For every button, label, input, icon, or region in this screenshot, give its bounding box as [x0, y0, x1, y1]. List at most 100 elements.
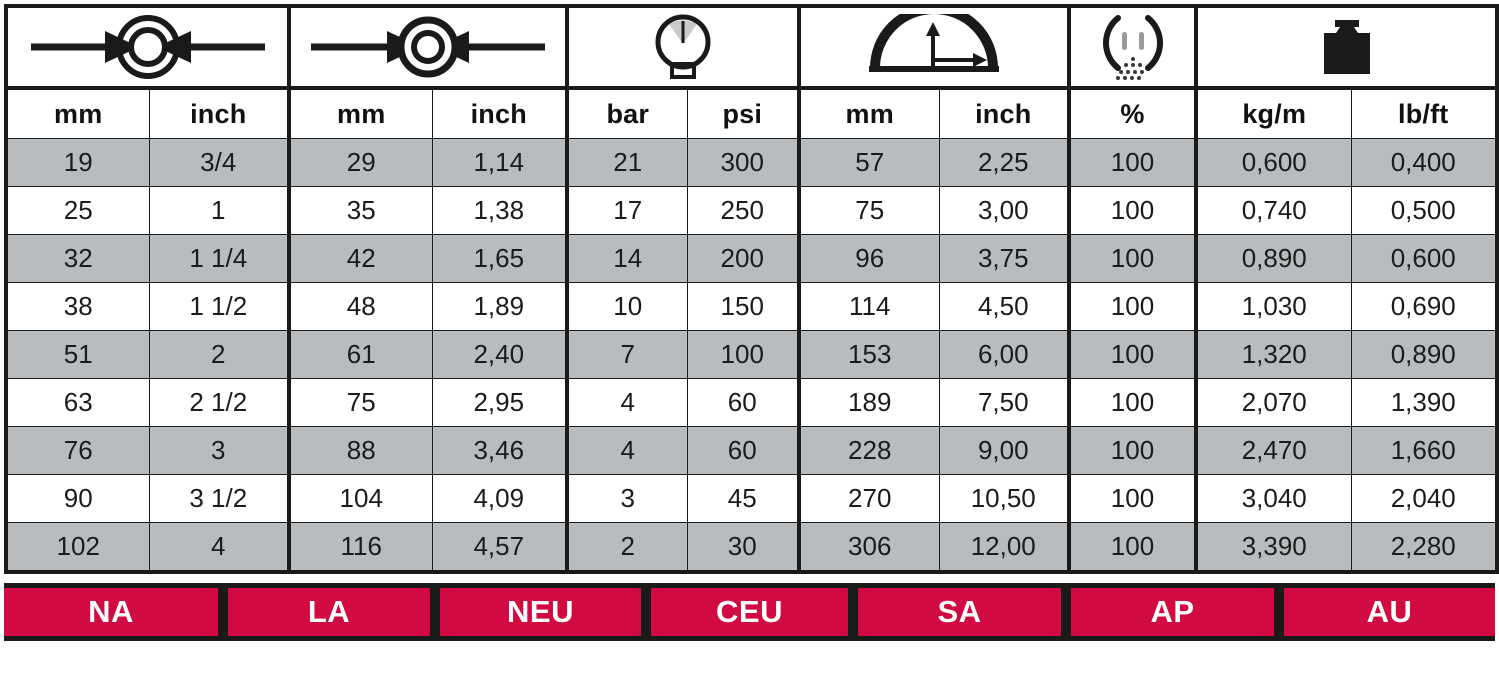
icon-header-cell-pressure-gauge [565, 5, 800, 90]
cell-r8-c8: 100 [1067, 522, 1197, 572]
unit-header-mm-0: mm [5, 87, 150, 139]
unit-header-bar-4: bar [565, 87, 688, 139]
cell-r2-c4: 14 [565, 234, 688, 283]
unit-header-psi-5: psi [686, 87, 800, 139]
unit-header--8: % [1067, 87, 1197, 139]
cell-r1-c6: 75 [797, 186, 940, 235]
table-row: 38 1 1/2 48 1,89 10 150 114 4,50 100 1,030 0,690 [5, 282, 1498, 331]
cell-r6-c1: 3 [148, 426, 290, 475]
region-badge-la[interactable]: LA [223, 588, 435, 636]
table-row: 19 3/4 29 1,14 21 300 57 2,25 100 0,600 0,400 [5, 138, 1498, 187]
cell-r4-c1: 2 [148, 330, 290, 379]
region-badge-sa[interactable]: SA [853, 588, 1066, 636]
cell-r1-c3: 1,38 [431, 186, 568, 235]
cell-r2-c2: 42 [287, 234, 433, 283]
cell-r4-c6: 153 [797, 330, 940, 379]
cell-r7-c3: 4,09 [431, 474, 568, 523]
cell-r3-c3: 1,89 [431, 282, 568, 331]
cell-r1-c2: 35 [287, 186, 433, 235]
unit-header-mm-6: mm [797, 87, 940, 139]
vacuum-collapse-icon [1071, 10, 1194, 84]
icon-header-cell-bend-radius [797, 5, 1070, 90]
icon-header-cell-vacuum-collapse [1067, 5, 1197, 90]
region-badge-na[interactable]: NA [4, 588, 223, 636]
cell-r7-c7: 10,50 [938, 474, 1070, 523]
cell-r0-c2: 29 [287, 138, 433, 187]
cell-r5-c0: 63 [5, 378, 150, 427]
cell-r2-c7: 3,75 [938, 234, 1070, 283]
cell-r6-c7: 9,00 [938, 426, 1070, 475]
region-badge-neu[interactable]: NEU [435, 588, 646, 636]
cell-r6-c2: 88 [287, 426, 433, 475]
cell-r7-c2: 104 [287, 474, 433, 523]
cell-r6-c3: 3,46 [431, 426, 568, 475]
cell-r6-c0: 76 [5, 426, 150, 475]
region-badge-ceu[interactable]: CEU [646, 588, 853, 636]
cell-r5-c8: 100 [1067, 378, 1197, 427]
cell-r3-c7: 4,50 [938, 282, 1070, 331]
cell-r0-c4: 21 [565, 138, 688, 187]
cell-r4-c4: 7 [565, 330, 688, 379]
cell-r1-c0: 25 [5, 186, 150, 235]
cell-r2-c8: 100 [1067, 234, 1197, 283]
table-row: 63 2 1/2 75 2,95 4 60 189 7,50 100 2,070 1,390 [5, 378, 1498, 427]
cell-r3-c8: 100 [1067, 282, 1197, 331]
cell-r8-c2: 116 [287, 522, 433, 572]
cell-r1-c7: 3,00 [938, 186, 1070, 235]
cell-r2-c6: 96 [797, 234, 940, 283]
cell-r2-c1: 1 1/4 [148, 234, 290, 283]
cell-r5-c3: 2,95 [431, 378, 568, 427]
cell-r3-c2: 48 [287, 282, 433, 331]
cell-r4-c0: 51 [5, 330, 150, 379]
cell-r4-c9: 1,320 [1194, 330, 1352, 379]
region-badge-ap[interactable]: AP [1066, 588, 1279, 636]
table-row: 90 3 1/2 104 4,09 3 45 270 10,50 100 3,040 2,040 [5, 474, 1498, 523]
cell-r4-c5: 100 [686, 330, 800, 379]
cell-r0-c3: 1,14 [431, 138, 568, 187]
cell-r1-c4: 17 [565, 186, 688, 235]
cell-r4-c3: 2,40 [431, 330, 568, 379]
cell-r7-c4: 3 [565, 474, 688, 523]
cell-r3-c5: 150 [686, 282, 800, 331]
cell-r0-c5: 300 [686, 138, 800, 187]
cell-r3-c4: 10 [565, 282, 688, 331]
cell-r0-c10: 0,400 [1350, 138, 1498, 187]
cell-r8-c3: 4,57 [431, 522, 568, 572]
cell-r5-c9: 2,070 [1194, 378, 1352, 427]
cell-r8-c5: 30 [686, 522, 800, 572]
table-row: 25 1 35 1,38 17 250 75 3,00 100 0,740 0,500 [5, 186, 1498, 235]
cell-r0-c0: 19 [5, 138, 150, 187]
cell-r4-c10: 0,890 [1350, 330, 1498, 379]
cell-r1-c9: 0,740 [1194, 186, 1352, 235]
cell-r6-c4: 4 [565, 426, 688, 475]
cell-r2-c5: 200 [686, 234, 800, 283]
cell-r5-c6: 189 [797, 378, 940, 427]
hose-specification-table: mm inch mm inch bar psi mm inch% kg/m lb/ft 19 3/4… [4, 4, 1499, 574]
pressure-gauge-icon [569, 10, 797, 84]
bend-radius-icon [801, 10, 1067, 84]
inner-diameter-icon [291, 10, 565, 84]
cell-r5-c1: 2 1/2 [148, 378, 290, 427]
cell-r8-c10: 2,280 [1350, 522, 1498, 572]
cell-r2-c9: 0,890 [1194, 234, 1352, 283]
cell-r2-c3: 1,65 [431, 234, 568, 283]
cell-r4-c2: 61 [287, 330, 433, 379]
cell-r2-c0: 32 [5, 234, 150, 283]
cell-r1-c5: 250 [686, 186, 800, 235]
cell-r6-c9: 2,470 [1194, 426, 1352, 475]
table-body: 19 3/4 29 1,14 21 300 57 2,25 100 0,600 0,400 25 1 35… [5, 138, 1498, 572]
table-row: 51 2 61 2,40 7 100 153 6,00 100 1,320 0,890 [5, 330, 1498, 379]
region-badge-au[interactable]: AU [1279, 588, 1495, 636]
cell-r1-c10: 0,500 [1350, 186, 1498, 235]
unit-header-lbft-10: lb/ft [1350, 87, 1498, 139]
cell-r7-c6: 270 [797, 474, 940, 523]
cell-r1-c1: 1 [148, 186, 290, 235]
cell-r8-c7: 12,00 [938, 522, 1070, 572]
cell-r5-c2: 75 [287, 378, 433, 427]
cell-r3-c0: 38 [5, 282, 150, 331]
weight-icon [1198, 10, 1495, 84]
cell-r6-c5: 60 [686, 426, 800, 475]
cell-r7-c5: 45 [686, 474, 800, 523]
icon-header-cell-weight [1194, 5, 1498, 90]
cell-r5-c10: 1,390 [1350, 378, 1498, 427]
